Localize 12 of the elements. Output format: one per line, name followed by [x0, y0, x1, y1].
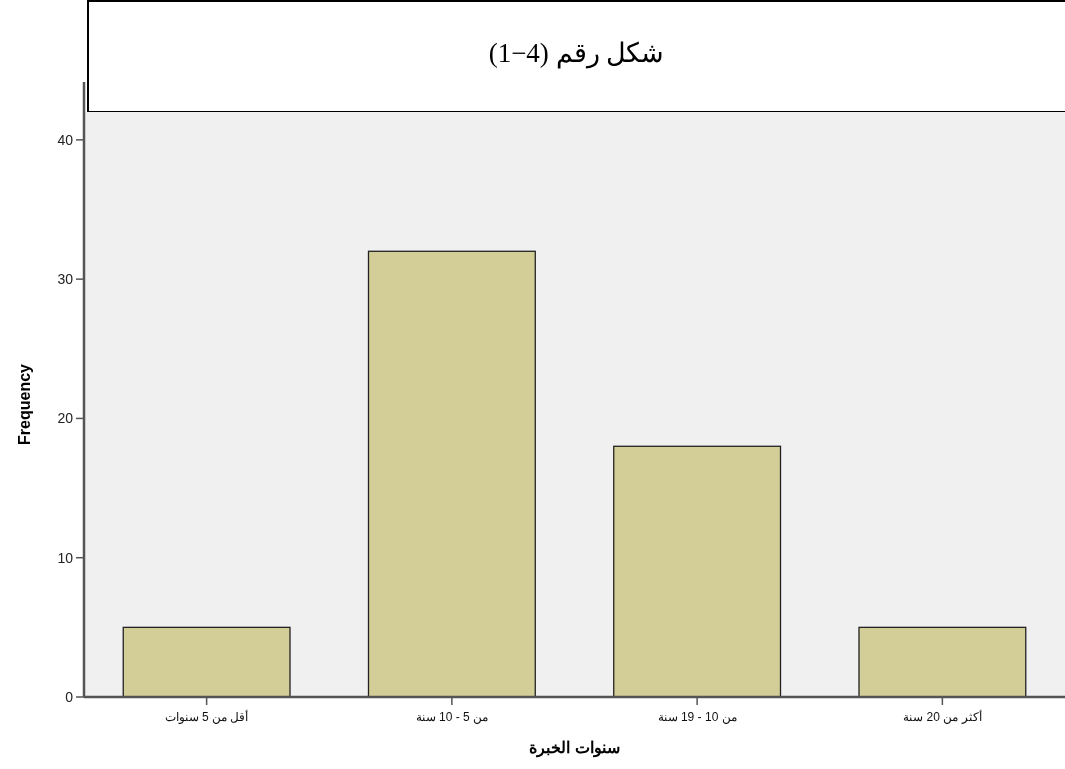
x-axis-title: سنوات الخبرة — [529, 739, 620, 758]
x-tick-label: أكثر من 20 سنة — [903, 709, 982, 724]
y-tick-label: 30 — [57, 271, 74, 288]
y-tick-label: 10 — [57, 549, 74, 566]
chart-title: شكل رقم (4−1) — [488, 38, 665, 69]
y-tick-label: 40 — [57, 131, 74, 148]
y-tick-label: 0 — [65, 689, 74, 705]
y-tick-label: 20 — [57, 410, 74, 427]
y-axis-title: Frequency — [16, 363, 33, 445]
x-tick-label: أقل من 5 سنوات — [164, 709, 249, 724]
x-tick-label: من 5 - 10 سنة — [415, 710, 489, 724]
x-tick-label: من 10 - 19 سنة — [657, 710, 737, 724]
